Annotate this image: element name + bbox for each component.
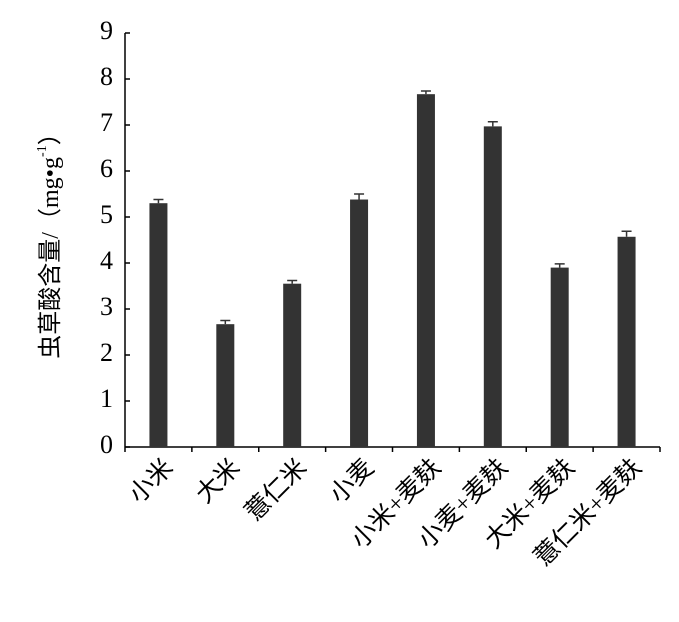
- y-label-sup: -1: [35, 145, 50, 157]
- bar: [483, 126, 502, 447]
- bar: [416, 94, 435, 448]
- y-tick-label: 4: [100, 246, 113, 275]
- bar: [216, 324, 235, 447]
- y-tick-label: 2: [100, 338, 113, 367]
- y-tick-label: 1: [100, 384, 113, 413]
- x-tick-label: 大米: [190, 453, 245, 508]
- x-tick-label: 小麦: [324, 453, 379, 508]
- error-bar: [554, 263, 565, 268]
- error-bar: [621, 230, 632, 237]
- y-tick-label: 0: [100, 430, 113, 459]
- y-label-main: 虫草酸含量/（mg•g: [37, 157, 64, 359]
- bar: [350, 199, 369, 447]
- y-tick-label: 6: [100, 154, 113, 183]
- error-bar: [287, 279, 298, 284]
- y-tick-label: 5: [100, 200, 113, 229]
- y-tick-label: 9: [100, 16, 113, 45]
- error-bar: [354, 193, 365, 200]
- error-bar: [220, 319, 231, 325]
- bar: [550, 267, 569, 447]
- bar: [149, 203, 168, 447]
- y-tick-label: 7: [100, 108, 113, 137]
- y-label-end: ）: [38, 121, 64, 145]
- y-tick-label: 3: [100, 292, 113, 321]
- x-tick-label: 小米: [124, 453, 179, 508]
- bar: [617, 236, 636, 447]
- error-bar: [153, 198, 164, 204]
- y-axis-label: 虫草酸含量/（mg•g-1）: [35, 121, 63, 358]
- error-bar: [420, 90, 431, 95]
- x-tick-label: 薏仁米: [240, 453, 313, 526]
- error-bar: [487, 121, 498, 127]
- bar: [283, 283, 302, 447]
- y-tick-label: 8: [100, 62, 113, 91]
